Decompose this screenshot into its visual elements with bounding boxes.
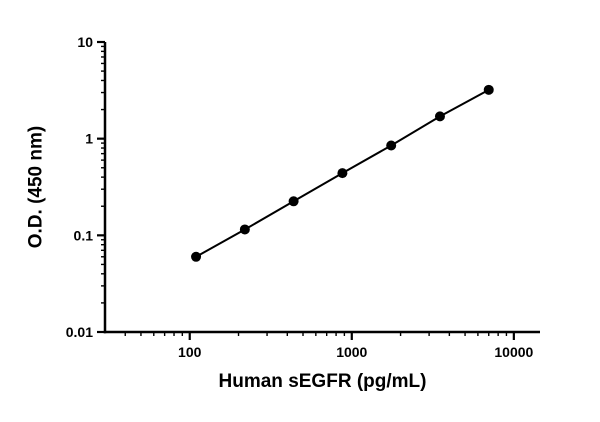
x-tick-label: 1000 — [336, 344, 367, 360]
y-tick-label: 0.1 — [74, 227, 94, 243]
y-tick-label: 1 — [85, 131, 93, 147]
x-tick-label: 100 — [178, 344, 202, 360]
data-point-marker — [386, 140, 397, 151]
x-tick-label: 10000 — [494, 344, 533, 360]
x-axis-title: Human sEGFR (pg/mL) — [218, 371, 427, 392]
y-axis-title: O.D. (450 nm) — [25, 125, 47, 249]
y-tick-label: 10 — [77, 34, 93, 50]
data-point-marker — [239, 224, 250, 235]
data-point-marker — [191, 251, 202, 262]
data-point-marker — [337, 168, 348, 179]
y-tick-label: 0.01 — [66, 324, 93, 340]
data-point-marker — [288, 196, 299, 207]
data-point-marker — [483, 84, 494, 95]
data-point-marker — [434, 111, 445, 122]
